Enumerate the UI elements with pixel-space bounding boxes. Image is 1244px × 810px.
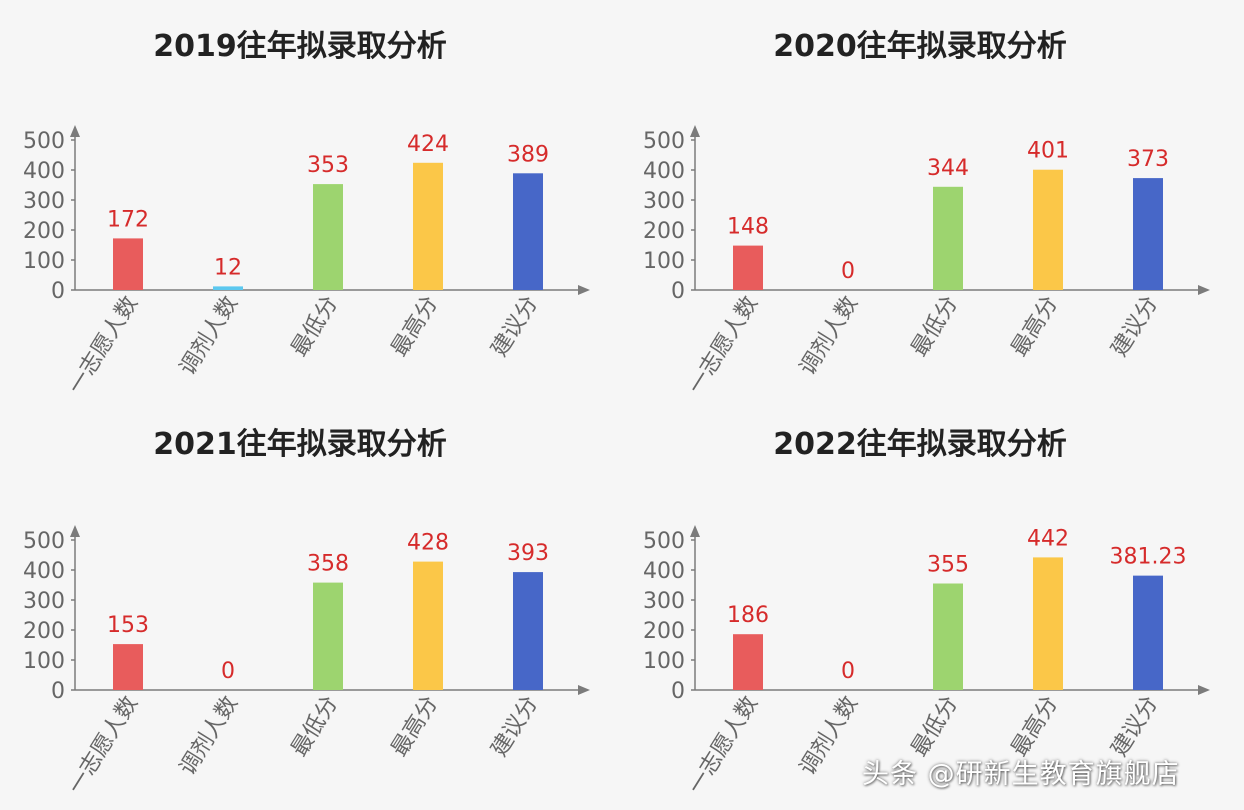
x-tick-label: 最低分 bbox=[907, 292, 963, 361]
x-tick-label: 一志愿人数 bbox=[64, 692, 144, 799]
bar-value-label: 0 bbox=[841, 259, 855, 284]
y-tick-label: 0 bbox=[671, 279, 685, 304]
chart-title: 2020往年拟录取分析 bbox=[773, 29, 1067, 64]
bar-value-label: 153 bbox=[107, 613, 149, 638]
x-tick-label: 调剂人数 bbox=[175, 692, 243, 780]
bar-value-label: 389 bbox=[507, 142, 549, 167]
x-tick-label: 调剂人数 bbox=[175, 292, 243, 380]
y-tick-label: 100 bbox=[23, 649, 65, 674]
y-tick-label: 100 bbox=[23, 249, 65, 274]
x-tick-label: 建议分 bbox=[487, 692, 543, 761]
x-tick-label: 建议分 bbox=[1107, 292, 1163, 361]
bar-5 bbox=[1133, 178, 1163, 290]
bar-value-label: 186 bbox=[727, 603, 769, 628]
bar-value-label: 344 bbox=[927, 156, 969, 181]
bar-2 bbox=[213, 286, 243, 290]
chart-title: 2019往年拟录取分析 bbox=[153, 29, 447, 64]
bar-value-label: 401 bbox=[1027, 139, 1069, 164]
x-tick-label: 一志愿人数 bbox=[684, 692, 764, 799]
bar-value-label: 393 bbox=[507, 541, 549, 566]
x-tick-label: 最低分 bbox=[287, 692, 343, 761]
bar-4 bbox=[1033, 557, 1063, 690]
bar-value-label: 148 bbox=[727, 215, 769, 240]
x-tick-label: 最高分 bbox=[1007, 692, 1063, 761]
y-tick-label: 500 bbox=[23, 529, 65, 554]
x-tick-label: 调剂人数 bbox=[795, 692, 863, 780]
bar-value-label: 353 bbox=[307, 153, 349, 178]
watermark-text: 头条 @研新生教育旗舰店 bbox=[862, 759, 1180, 790]
chart-title: 2021往年拟录取分析 bbox=[153, 427, 447, 462]
y-tick-label: 300 bbox=[643, 189, 685, 214]
bar-3 bbox=[313, 582, 343, 690]
bar-value-label: 358 bbox=[307, 552, 349, 577]
y-tick-label: 200 bbox=[643, 219, 685, 244]
x-tick-label: 建议分 bbox=[1107, 692, 1163, 761]
y-tick-label: 200 bbox=[23, 219, 65, 244]
bar-1 bbox=[113, 644, 143, 690]
bar-4 bbox=[1033, 169, 1063, 290]
x-axis-arrow bbox=[1198, 685, 1210, 695]
x-tick-label: 最高分 bbox=[387, 292, 443, 361]
bar-value-label: 381.23 bbox=[1110, 545, 1187, 570]
y-tick-label: 300 bbox=[23, 589, 65, 614]
y-tick-label: 300 bbox=[23, 189, 65, 214]
x-tick-label: 最低分 bbox=[907, 692, 963, 761]
x-tick-label: 最低分 bbox=[287, 292, 343, 361]
bar-1 bbox=[113, 238, 143, 290]
bar-value-label: 355 bbox=[927, 553, 969, 578]
chart-panel-3: 2021往年拟录取分析0100200300400500153一志愿人数0调剂人数… bbox=[23, 427, 590, 798]
y-tick-label: 500 bbox=[643, 129, 685, 154]
y-tick-label: 400 bbox=[23, 559, 65, 584]
y-tick-label: 200 bbox=[643, 619, 685, 644]
chart-panel-4: 2022往年拟录取分析0100200300400500186一志愿人数0调剂人数… bbox=[643, 427, 1210, 798]
bar-value-label: 0 bbox=[221, 659, 235, 684]
bar-1 bbox=[733, 634, 763, 690]
y-tick-label: 500 bbox=[643, 529, 685, 554]
bar-5 bbox=[513, 572, 543, 690]
bar-3 bbox=[933, 186, 963, 290]
y-tick-label: 100 bbox=[643, 249, 685, 274]
bar-value-label: 424 bbox=[407, 132, 449, 157]
y-tick-label: 500 bbox=[23, 129, 65, 154]
y-tick-label: 400 bbox=[23, 159, 65, 184]
bar-5 bbox=[1133, 575, 1163, 690]
x-tick-label: 调剂人数 bbox=[795, 292, 863, 380]
bar-1 bbox=[733, 245, 763, 290]
chart-title: 2022往年拟录取分析 bbox=[773, 427, 1067, 462]
bar-3 bbox=[313, 184, 343, 290]
y-tick-label: 0 bbox=[671, 679, 685, 704]
bar-value-label: 428 bbox=[407, 531, 449, 556]
x-axis-arrow bbox=[1198, 285, 1210, 295]
y-tick-label: 200 bbox=[23, 619, 65, 644]
y-tick-label: 100 bbox=[643, 649, 685, 674]
x-tick-label: 最高分 bbox=[387, 692, 443, 761]
y-tick-label: 400 bbox=[643, 559, 685, 584]
bar-value-label: 442 bbox=[1027, 526, 1069, 551]
y-axis-arrow bbox=[70, 525, 80, 537]
y-tick-label: 0 bbox=[51, 279, 65, 304]
chart-panel-2: 2020往年拟录取分析0100200300400500148一志愿人数0调剂人数… bbox=[643, 29, 1210, 398]
y-tick-label: 300 bbox=[643, 589, 685, 614]
y-axis-arrow bbox=[70, 125, 80, 137]
bar-value-label: 172 bbox=[107, 207, 149, 232]
bar-3 bbox=[933, 583, 963, 690]
y-tick-label: 0 bbox=[51, 679, 65, 704]
bar-5 bbox=[513, 173, 543, 290]
y-axis-arrow bbox=[690, 525, 700, 537]
bar-4 bbox=[413, 561, 443, 690]
bar-value-label: 12 bbox=[214, 255, 242, 280]
x-axis-arrow bbox=[578, 685, 590, 695]
x-tick-label: 建议分 bbox=[487, 292, 543, 361]
chart-panel-1: 2019往年拟录取分析 0 100 200 300 400 500 172 一志愿人数 12 调剂人… bbox=[23, 29, 590, 398]
x-axis-arrow bbox=[578, 285, 590, 295]
x-tick-label: 一志愿人数 bbox=[684, 292, 764, 399]
x-tick-label: 一志愿人数 bbox=[64, 292, 144, 399]
y-axis-arrow bbox=[690, 125, 700, 137]
bar-value-label: 373 bbox=[1127, 147, 1169, 172]
bar-value-label: 0 bbox=[841, 659, 855, 684]
x-tick-label: 最高分 bbox=[1007, 292, 1063, 361]
bar-4 bbox=[413, 162, 443, 290]
y-tick-label: 400 bbox=[643, 159, 685, 184]
